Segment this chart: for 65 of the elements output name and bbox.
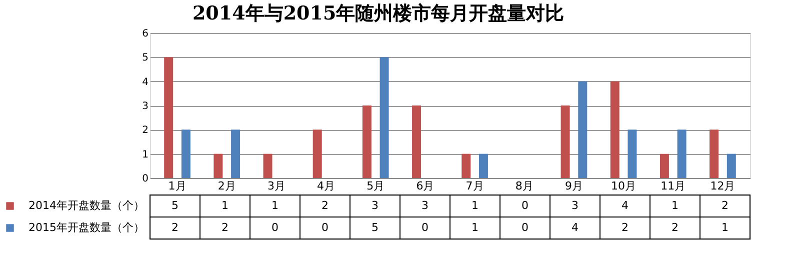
y-tick-label: 0: [142, 174, 148, 184]
bar: [677, 130, 686, 178]
data-label: 0: [422, 221, 428, 234]
bar: [710, 130, 719, 178]
data-label: 2: [322, 199, 328, 212]
y-tick-label: 2: [142, 125, 148, 136]
chart-title: 2014年与2015年随州楼市每月开盘量对比: [192, 2, 564, 24]
x-tick-label: 11月: [660, 180, 686, 192]
y-tick-label: 5: [142, 52, 148, 64]
data-label: 3: [422, 199, 428, 212]
data-label: 0: [322, 221, 328, 234]
data-label: 2: [622, 221, 628, 234]
x-tick-label: 10月: [611, 180, 636, 192]
data-label: 4: [572, 221, 578, 234]
data-label: 1: [472, 199, 478, 212]
x-tick-label: 5月: [366, 180, 385, 192]
data-label: 1: [272, 199, 278, 212]
data-label: 4: [622, 199, 628, 212]
data-label: 1: [222, 199, 228, 212]
data-label: 1: [722, 221, 728, 234]
x-tick-label: 7月: [466, 180, 484, 192]
y-tick-label: 3: [142, 101, 148, 112]
data-label: 2: [172, 221, 178, 234]
data-label: 0: [272, 221, 278, 234]
bar: [181, 130, 190, 178]
data-label: 3: [572, 199, 578, 212]
legend-label: 2015年开盘数量（个）: [28, 221, 144, 234]
data-label: 5: [372, 221, 378, 234]
x-tick-label: 2月: [218, 180, 236, 192]
data-label: 1: [672, 199, 678, 212]
bar: [610, 81, 620, 178]
bar: [362, 106, 372, 178]
bar: [164, 57, 174, 178]
y-tick-label: 4: [142, 76, 148, 88]
bar: [263, 154, 272, 178]
x-tick-label: 12月: [710, 180, 736, 192]
data-label: 0: [522, 199, 528, 212]
data-label: 2: [722, 199, 728, 212]
x-tick-label: 8月: [515, 180, 534, 192]
data-label: 2: [672, 221, 678, 234]
bar: [214, 154, 223, 178]
x-tick-label: 3月: [267, 180, 286, 192]
x-tick-label: 1月: [168, 180, 186, 192]
bar: [660, 154, 669, 178]
x-tick-label: 6月: [416, 180, 434, 192]
y-tick-label: 1: [142, 149, 148, 160]
bar: [312, 130, 322, 178]
y-tick-label: 6: [142, 28, 148, 40]
data-label: 5: [172, 199, 178, 212]
data-label: 2: [222, 221, 228, 234]
bar: [726, 154, 736, 178]
bar: [462, 154, 471, 178]
bar: [578, 81, 588, 178]
x-tick-label: 4月: [317, 180, 336, 192]
data-label: 3: [372, 199, 378, 212]
data-label: 1: [472, 221, 478, 234]
x-tick-label: 9月: [564, 180, 583, 192]
bar: [412, 106, 422, 178]
bar: [231, 130, 240, 178]
data-label: 0: [522, 221, 528, 234]
legend-label: 2014年开盘数量（个）: [28, 199, 144, 212]
bar: [628, 130, 637, 178]
bar: [380, 57, 389, 178]
bar: [560, 106, 570, 178]
bar: [478, 154, 488, 178]
